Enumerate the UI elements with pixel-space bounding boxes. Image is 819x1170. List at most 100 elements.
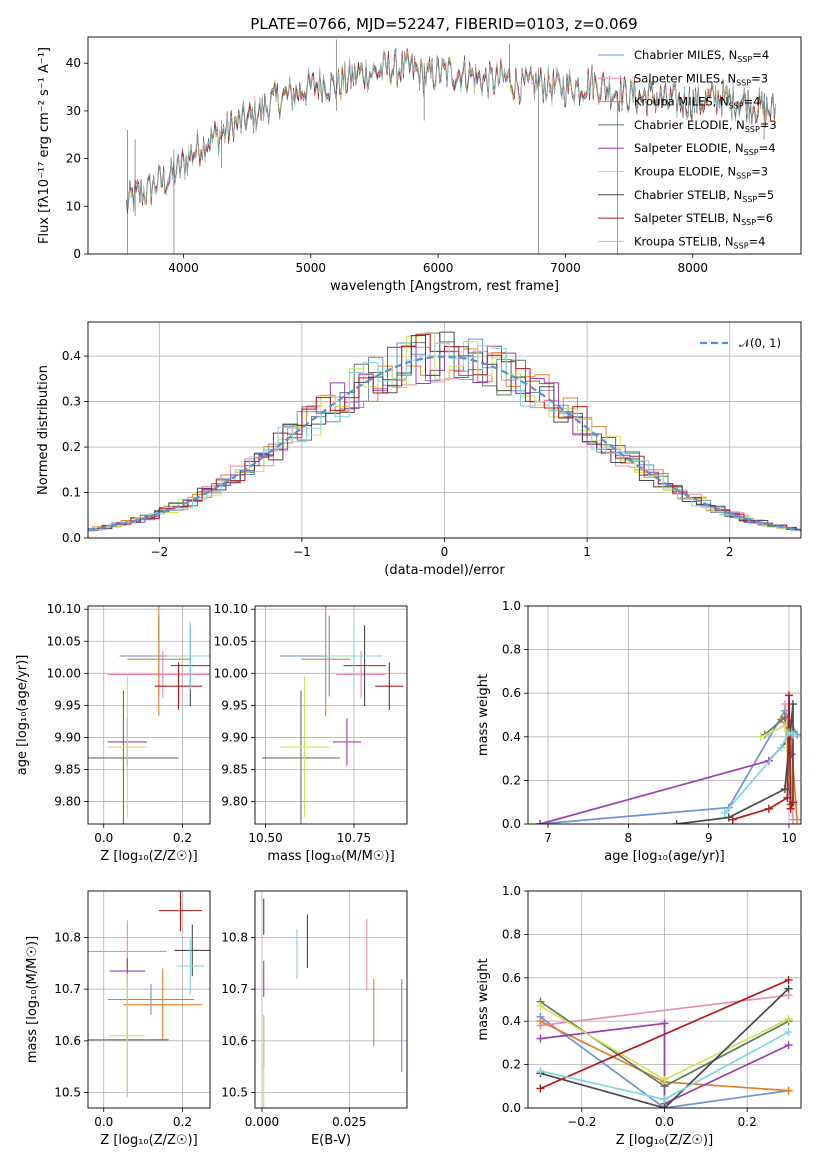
x-axis-label: Z [log₁₀(Z/Z☉)] [100,849,197,864]
y-tick-label: 0.0 [502,817,521,831]
mass-weight-marker [776,743,785,752]
x-axis-label: age [log₁₀(age/yr)] [604,849,725,864]
mass-weight-marker [728,815,737,824]
y-axis-label: mass weight [476,674,491,756]
legend: Chabrier MILES, NSSP=4 Salpeter MILES, NS… [598,48,777,250]
mass-weight-marker [788,730,797,739]
y-tick-label: 10.00 [47,666,81,680]
ticks: 10.50 10.75 9.80 9.85 9.90 9.95 10.00 10.05 10.1… [214,602,372,845]
y-tick-label: 0.8 [502,927,521,941]
x-tick-label: −2 [150,545,168,559]
y-tick-label: 0.0 [62,531,81,545]
ticks: 0.0 0.2 10.5 10.6 10.7 10.8 [54,931,192,1130]
ticks: −0.2 0.0 0.2 0.0 0.2 0.4 0.6 0.8 1.0 [502,884,757,1129]
axes-frame [87,321,802,539]
weight-vs-age-panel: 7 8 9 10 0.0 0.2 0.4 0.6 0.8 1.0 age [log₁₀(age/yr… [476,599,802,864]
mass-weight-marker [784,1041,793,1050]
plot-area [88,891,210,1098]
y-tick-label: 10.6 [221,1034,248,1048]
y-tick-label: 10.8 [54,931,81,945]
y-tick-label: 40 [66,56,81,70]
x-tick-label: 1 [583,545,591,559]
x-axis-label: Z [log₁₀(Z/Z☉)] [616,1133,713,1148]
mass-weight-marker [536,1067,545,1076]
y-axis-label: Normed distribution [36,365,51,495]
legend-label: Kroupa MILES, NSSP=4 [634,95,760,111]
axes-frame [87,36,802,255]
y-axis-label: mass [log₁₀(M/M☉)] [25,936,40,1063]
y-tick-label: 10.7 [54,982,81,996]
x-tick-label: 0.0 [94,831,113,845]
mass-weight-line [540,994,789,1027]
y-tick-label: 9.85 [54,763,81,777]
mass-weight-line [676,704,794,824]
x-tick-label: 10.75 [337,831,371,845]
y-tick-label: 0.4 [502,1014,521,1028]
x-tick-label: −0.2 [567,1115,596,1129]
y-tick-label: 0.8 [502,643,521,657]
ticks: −2 −1 0 1 2 0.0 0.1 0.2 0.3 0.4 [62,349,734,559]
mass-weight-marker [536,1002,545,1011]
y-tick-label: 9.95 [221,698,248,712]
mass-weight-marker [756,732,765,741]
mass-weight-line [540,979,789,1090]
x-tick-label: 8000 [678,261,709,275]
axes-frame [527,890,802,1109]
legend-label: Kroupa ELODIE, NSSP=3 [634,165,768,181]
residual-histogram-step [88,333,801,533]
y-tick-label: 9.90 [54,730,81,744]
mass-weight-marker [788,700,797,709]
y-tick-label: 9.95 [54,698,81,712]
x-tick-label: 9 [705,831,713,845]
mass-vs-ebv-panel: 0.000 0.025 10.5 10.6 10.7 10.8 E(B-V) [221,890,408,1148]
y-tick-label: 10.05 [214,634,248,648]
legend-label: Chabrier MILES, NSSP=4 [634,48,769,64]
x-tick-label: 10.50 [248,831,282,845]
plot-area [536,691,801,824]
mass-weight-marker [783,793,792,802]
mass-weight-marker [536,1084,545,1093]
y-axis-label: age [log₁₀(age/yr)] [15,655,30,776]
y-tick-label: 9.90 [221,730,248,744]
axes-frame [254,605,408,825]
mass-weight-marker [784,1015,793,1024]
mass-weight-line [724,731,794,814]
y-tick-label: 10.00 [214,666,248,680]
plot-area [262,606,404,824]
age-vs-mass-panel: 10.50 10.75 9.80 9.85 9.90 9.95 10.00 10.05 10.1… [214,602,408,864]
legend-label: 𝒩(0, 1) [739,336,781,350]
residual-histogram-panel: −2 −1 0 1 2 0.0 0.1 0.2 0.3 0.4 (data-model)/error… [36,321,802,578]
mass-weight-marker [780,721,789,730]
normal-reference-curve [88,355,801,532]
plot-area [263,898,403,1108]
ticks: 0.000 0.025 10.5 10.6 10.7 10.8 [221,931,366,1130]
x-tick-label: 0.2 [173,831,192,845]
spectrum-panel: 4000 5000 6000 7000 8000 0 10 20 30 40 wavelength … [37,36,802,294]
x-tick-label: 7 [544,831,552,845]
x-tick-label: 7000 [550,261,581,275]
mass-weight-marker [764,804,773,813]
y-axis-label: mass weight [476,958,491,1040]
x-tick-label: 0.0 [94,1115,113,1129]
mass-weight-marker [660,1075,669,1084]
axes-frame [87,605,211,825]
x-tick-label: 0.025 [332,1115,366,1129]
mass-vs-metallicity-panel: 0.0 0.2 10.5 10.6 10.7 10.8 Z [log₁₀(Z/Z☉)] mas… [25,890,211,1148]
x-axis-label: (data-model)/error [384,563,505,578]
mass-weight-marker [660,1095,669,1104]
mass-weight-marker [784,975,793,984]
residual-histogram-step [88,342,801,532]
y-tick-label: 10.8 [221,931,248,945]
y-tick-label: 10.10 [47,602,81,616]
x-tick-label: 0.2 [738,1115,757,1129]
plot-area [125,39,776,254]
x-axis-label: mass [log₁₀(M/M☉)] [267,849,394,864]
x-tick-label: 10 [781,831,796,845]
figure-title: PLATE=0766, MJD=52247, FIBERID=0103, z=0… [250,15,637,33]
mass-weight-marker [720,809,729,818]
x-tick-label: 4000 [168,261,199,275]
mass-weight-line [540,987,790,1108]
x-tick-label: 6000 [423,261,454,275]
plot-area [88,331,801,533]
x-axis-label: Z [log₁₀(Z/Z☉)] [100,1133,197,1148]
